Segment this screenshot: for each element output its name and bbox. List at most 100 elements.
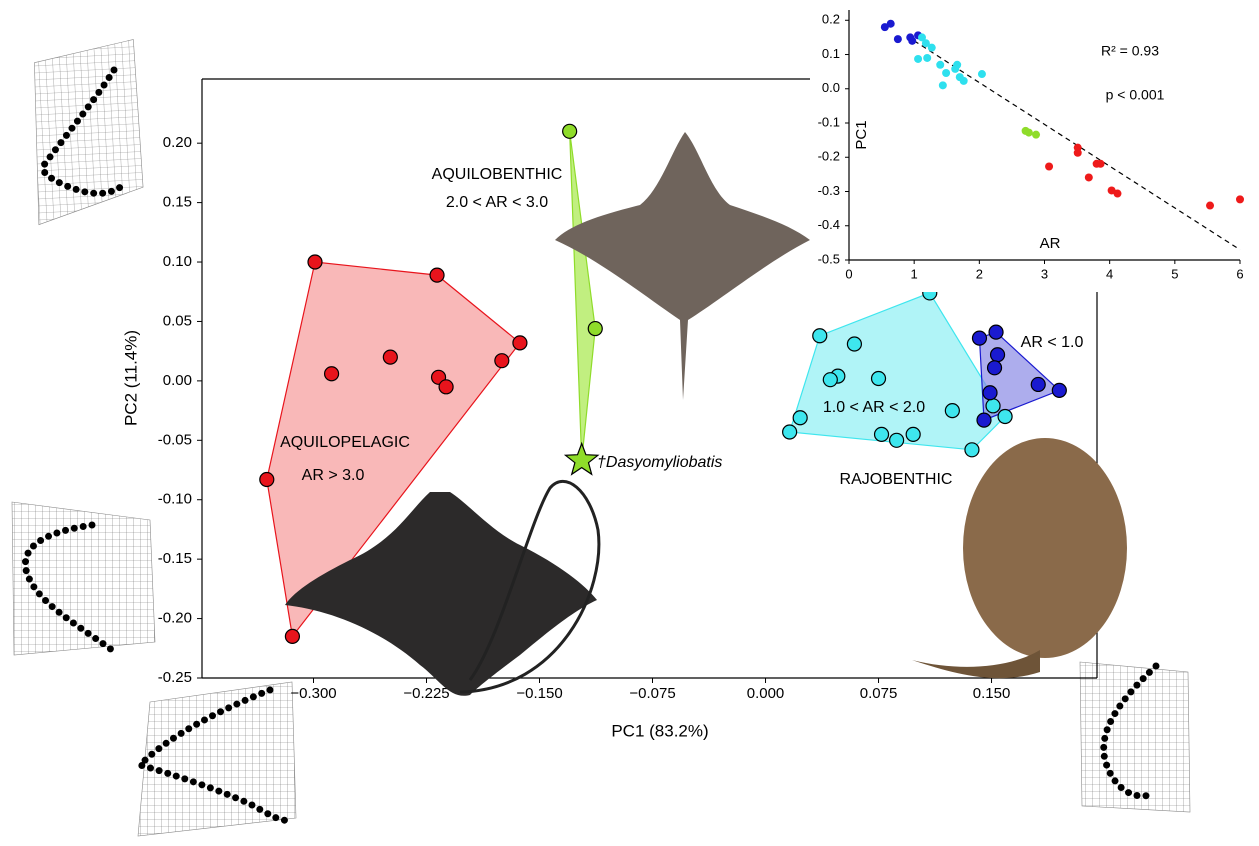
annotation: 2.0 < AR < 3.0 — [446, 194, 548, 211]
point — [989, 325, 1003, 339]
point — [988, 361, 1002, 375]
x-tick-label: −0.075 — [629, 685, 675, 702]
point — [875, 427, 889, 441]
x-tick-label: 0.075 — [860, 685, 898, 702]
inset-background — [810, 0, 1259, 292]
point — [1031, 377, 1045, 391]
annotation: AR > 3.0 — [302, 467, 365, 484]
annotation: RAJOBENTHIC — [840, 471, 953, 488]
point — [285, 629, 299, 643]
x-tick-label: 0.000 — [747, 685, 785, 702]
point — [977, 413, 991, 427]
y-axis-title: PC2 (11.4%) — [121, 330, 140, 426]
y-tick-label: -0.3 — [818, 183, 840, 198]
point — [991, 348, 1005, 362]
point — [513, 336, 527, 350]
y-tick-label: 0.05 — [163, 312, 192, 329]
x-tick-label: 5 — [1171, 266, 1178, 281]
point — [1113, 190, 1121, 198]
star-point — [566, 444, 598, 475]
x-tick-label: 0 — [845, 266, 852, 281]
x-tick-label: 1 — [911, 266, 918, 281]
x-tick-label: 6 — [1236, 266, 1243, 281]
point — [923, 54, 931, 62]
point — [1085, 173, 1093, 181]
point — [965, 443, 979, 457]
figure: −0.300−0.225−0.150−0.0750.0000.0750.1500… — [0, 0, 1259, 846]
point — [887, 20, 895, 28]
point — [998, 410, 1012, 424]
x-tick-label: 4 — [1106, 266, 1113, 281]
y-tick-label: -0.2 — [818, 149, 840, 164]
y-tick-label: 0.1 — [822, 46, 840, 61]
point — [890, 433, 904, 447]
group-hull — [790, 293, 1005, 450]
point — [260, 473, 274, 487]
x-tick-label: 3 — [1041, 266, 1048, 281]
point — [1097, 160, 1105, 168]
x-tick-label: −0.300 — [290, 685, 336, 702]
point — [325, 367, 339, 381]
point — [908, 37, 916, 45]
y-tick-label: 0.10 — [163, 253, 192, 270]
point — [813, 329, 827, 343]
y-tick-label: -0.5 — [818, 251, 840, 266]
annotation: †Dasyomyliobatis — [597, 454, 722, 471]
x-tick-label: 0.150 — [973, 685, 1011, 702]
point — [439, 380, 453, 394]
point — [793, 411, 807, 425]
point — [783, 425, 797, 439]
y-tick-label: -0.1 — [818, 114, 840, 129]
point — [1236, 195, 1244, 203]
point — [1052, 383, 1066, 397]
annotation: R² = 0.93 — [1101, 43, 1159, 59]
point — [1074, 149, 1082, 157]
point — [936, 61, 944, 69]
x-tick-label: −0.225 — [403, 685, 449, 702]
point — [847, 337, 861, 351]
inset: 0 1 2 3 4 5 6 0.2 0.1 0.0 -0.1 -0.2 -0.3 -0.4 -0.5 AR PC… — [810, 0, 1259, 292]
y-tick-label: 0.0 — [822, 80, 840, 95]
point — [972, 331, 986, 345]
x-axis-title: AR — [1040, 235, 1061, 252]
y-tick-label: -0.05 — [158, 431, 192, 448]
point — [1045, 163, 1053, 171]
point — [914, 55, 922, 63]
point — [1025, 129, 1033, 137]
point — [951, 65, 959, 73]
point — [978, 70, 986, 78]
point — [894, 35, 902, 43]
y-tick-label: 0.00 — [163, 372, 192, 389]
point — [906, 427, 920, 441]
y-tick-label: -0.20 — [158, 610, 192, 627]
point — [563, 124, 577, 138]
y-axis-title: PC1 — [853, 120, 870, 149]
x-axis-title: PC1 (83.2%) — [611, 721, 708, 740]
point — [823, 373, 837, 387]
x-tick-label: 2 — [976, 266, 983, 281]
point — [928, 44, 936, 52]
annotation: AQUILOBENTHIC — [432, 166, 563, 183]
point — [308, 255, 322, 269]
y-tick-label: 0.20 — [163, 134, 192, 151]
y-tick-label: 0.2 — [822, 12, 840, 27]
y-tick-label: -0.25 — [158, 669, 192, 686]
point — [430, 268, 444, 282]
point — [1206, 202, 1214, 210]
point — [1032, 131, 1040, 139]
point — [495, 354, 509, 368]
y-tick-label: -0.10 — [158, 491, 192, 508]
point — [383, 350, 397, 364]
point — [872, 372, 886, 386]
y-tick-label: -0.4 — [818, 217, 840, 232]
point — [983, 386, 997, 400]
point — [945, 404, 959, 418]
point — [588, 322, 602, 336]
annotation: 1.0 < AR < 2.0 — [823, 399, 925, 416]
annotation: p < 0.001 — [1106, 87, 1165, 103]
group-hull — [570, 131, 596, 460]
x-tick-label: −0.150 — [516, 685, 562, 702]
annotation: AR < 1.0 — [1021, 334, 1084, 351]
point — [986, 399, 1000, 413]
y-tick-label: -0.15 — [158, 550, 192, 567]
